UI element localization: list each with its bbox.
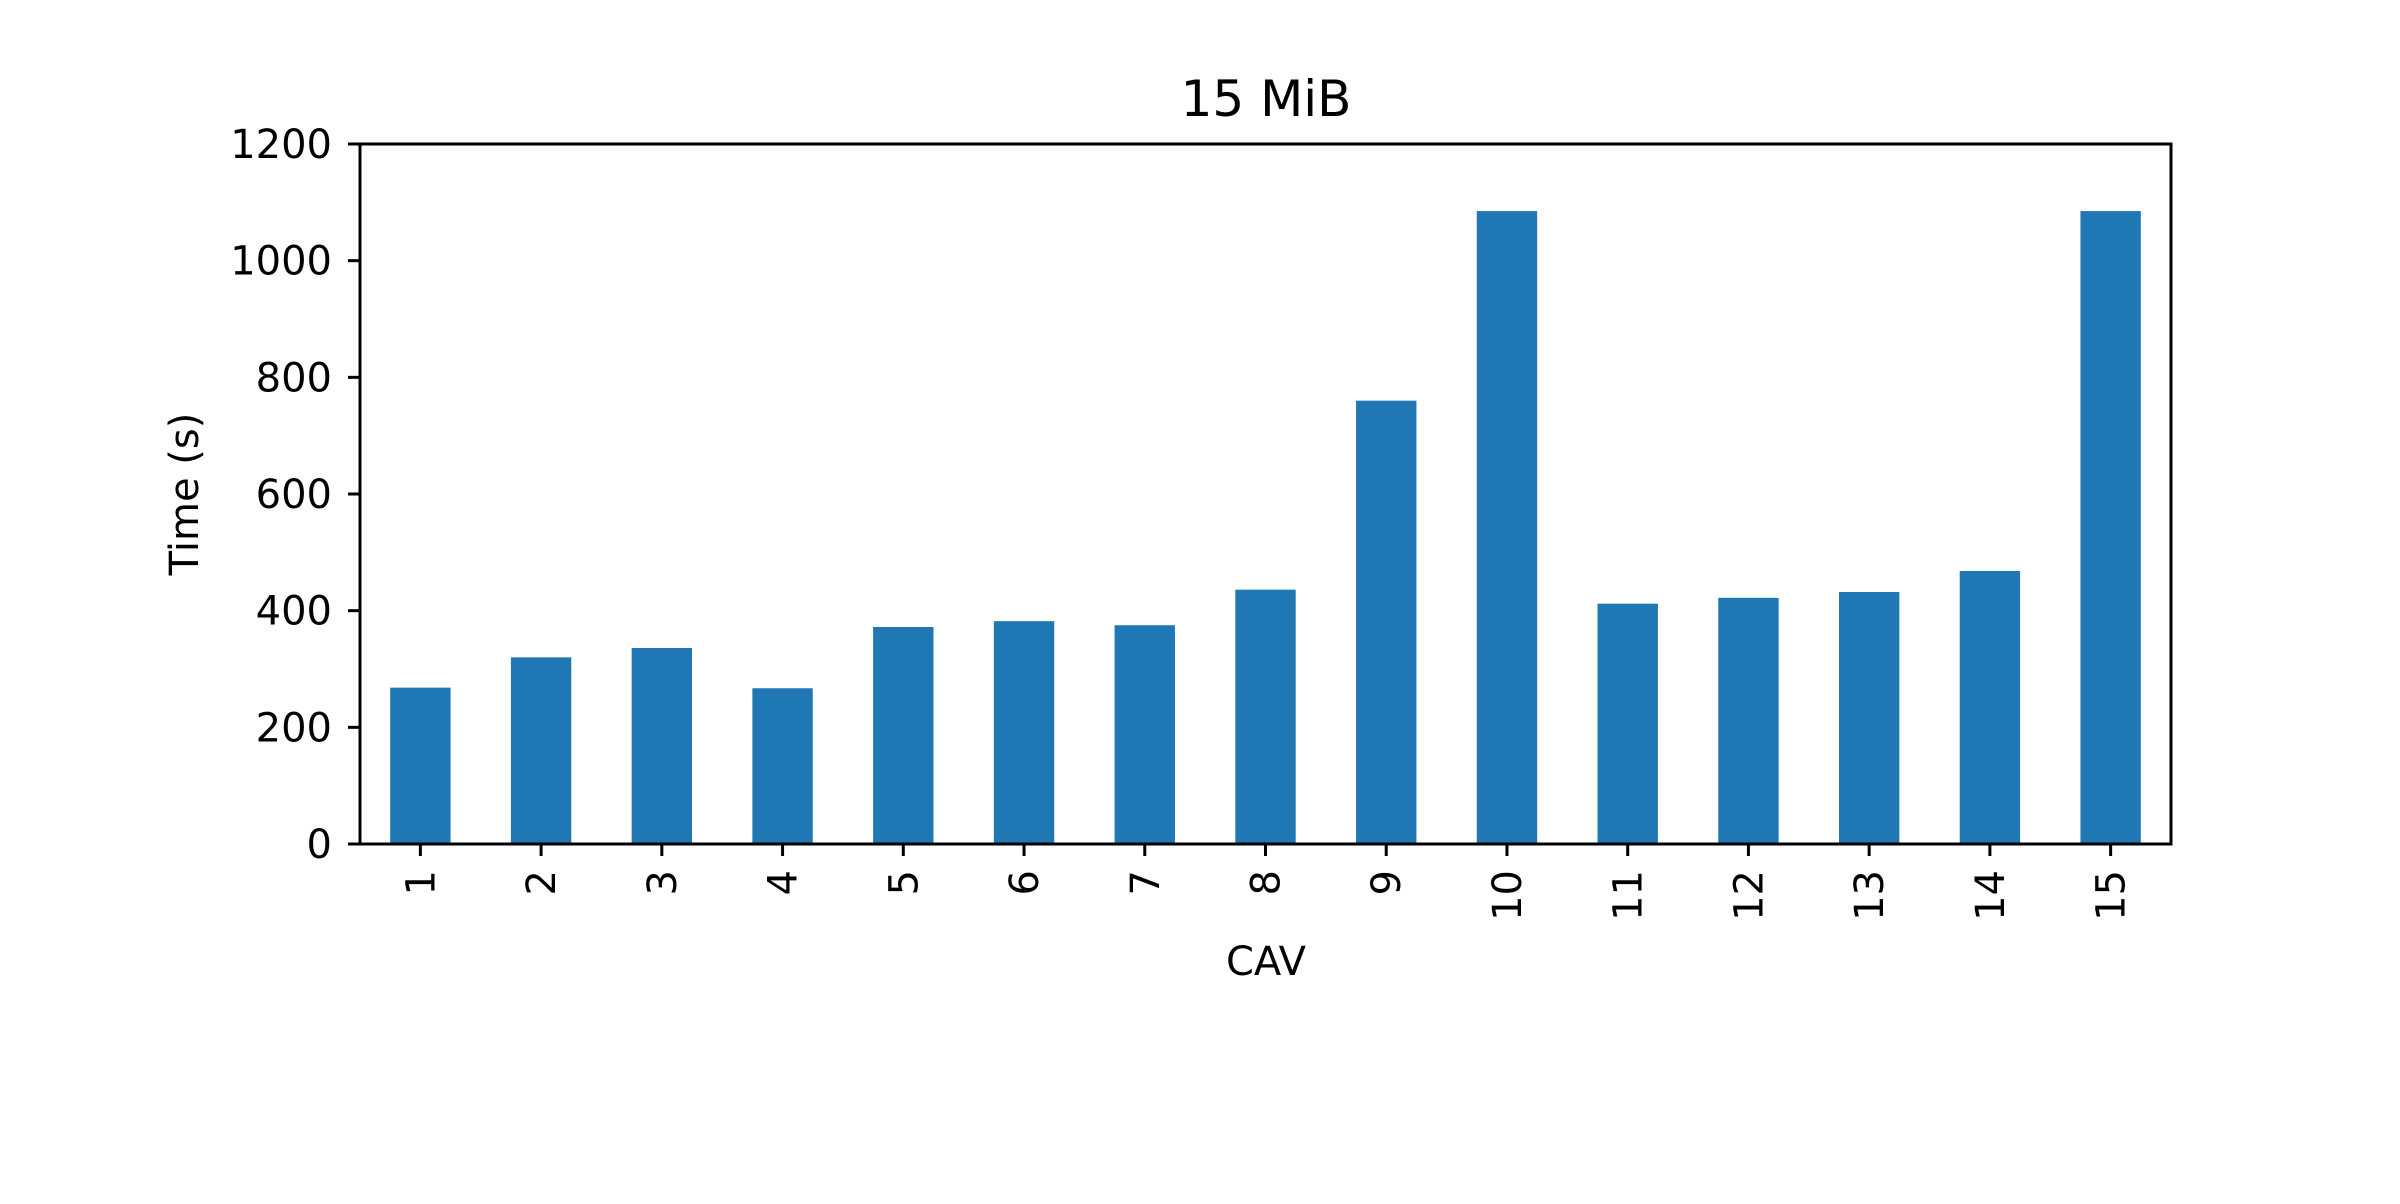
y-tick-label: 400 xyxy=(256,589,332,635)
bar-13 xyxy=(1838,592,1900,844)
y-tick-label: 600 xyxy=(256,472,332,518)
x-axis-label: CAV xyxy=(1226,939,1307,985)
bar-2 xyxy=(510,657,572,844)
y-tick-label: 800 xyxy=(256,355,332,401)
bar-8 xyxy=(1235,589,1296,844)
x-tick-label: 3 xyxy=(640,870,686,895)
bar-12 xyxy=(1718,597,1779,844)
bar-1 xyxy=(390,687,451,844)
y-tick-label: 1000 xyxy=(230,239,332,285)
bar-4 xyxy=(752,688,813,844)
x-tick-label: 6 xyxy=(1002,870,1048,895)
x-tick-label: 5 xyxy=(881,870,927,895)
x-tick-label: 12 xyxy=(1726,870,1772,921)
x-tick-label: 10 xyxy=(1485,870,1531,921)
bar-15 xyxy=(2080,211,2141,844)
y-axis-label: Time (s) xyxy=(162,413,208,577)
bar-3 xyxy=(631,648,693,844)
x-tick-label: 4 xyxy=(761,870,807,895)
x-tick-label: 9 xyxy=(1364,870,1410,895)
x-tick-label: 15 xyxy=(2089,870,2135,921)
bar-6 xyxy=(993,621,1055,844)
y-tick-label: 0 xyxy=(307,822,332,868)
y-axis: 0 200 400 600 800 1000 1200 xyxy=(230,122,360,868)
x-tick-label: 14 xyxy=(1968,870,2014,921)
bar-5 xyxy=(873,627,934,844)
chart-title: 15 MiB xyxy=(1181,70,1352,128)
x-tick-label: 8 xyxy=(1244,870,1290,895)
x-tick-label: 11 xyxy=(1606,870,1652,921)
bars-group xyxy=(390,211,2141,844)
x-tick-label: 13 xyxy=(1847,870,1893,921)
x-tick-label: 1 xyxy=(398,870,444,895)
y-tick-label: 1200 xyxy=(230,122,332,168)
x-tick-label: 2 xyxy=(519,870,565,895)
bar-7 xyxy=(1114,625,1175,844)
x-axis: 1 2 3 4 5 6 7 8 9 10 11 12 13 14 15 xyxy=(398,844,2135,921)
x-tick-label: 7 xyxy=(1123,870,1169,895)
bar-11 xyxy=(1597,603,1658,844)
bar-9 xyxy=(1356,400,1417,844)
bar-10 xyxy=(1476,211,1538,844)
bar-14 xyxy=(1959,571,2021,844)
y-tick-label: 200 xyxy=(256,705,332,751)
